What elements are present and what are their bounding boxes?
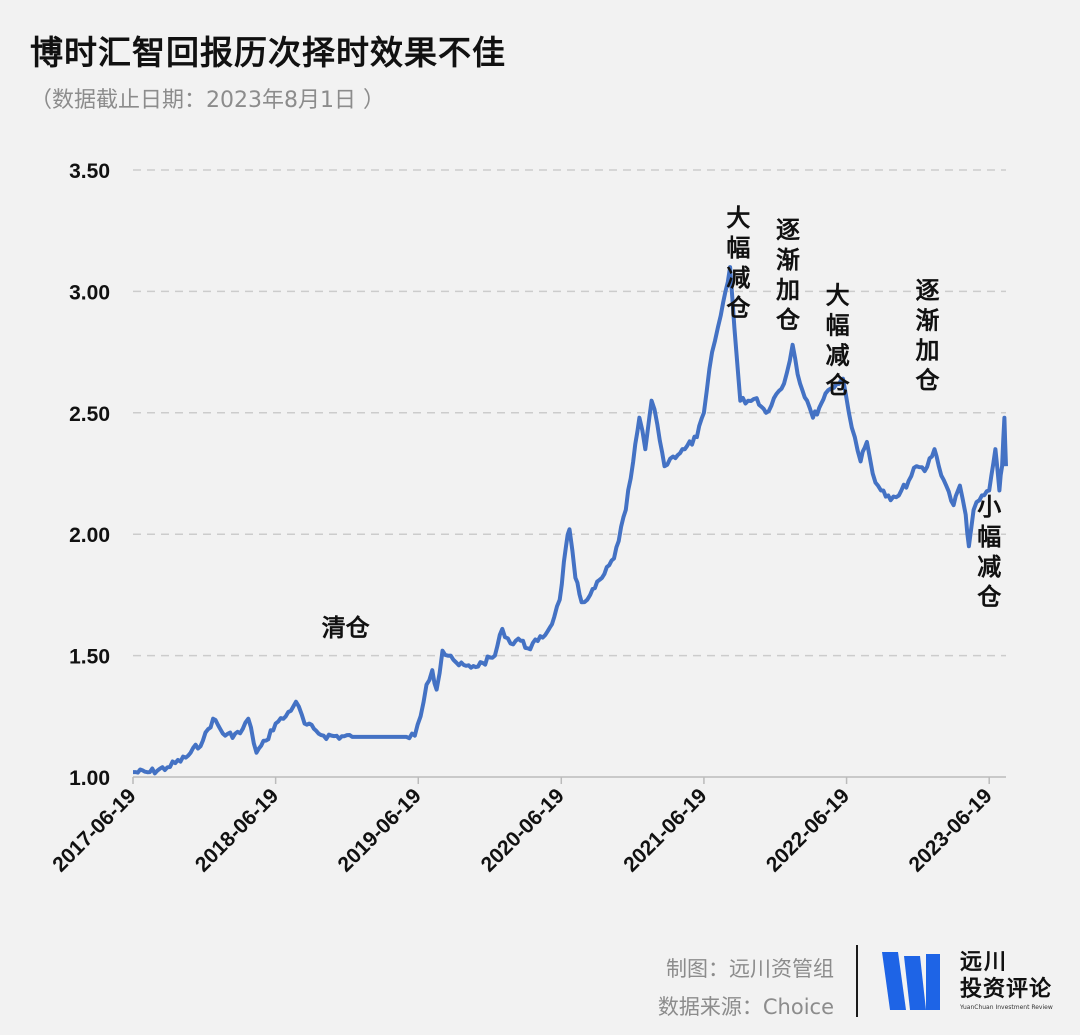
annotation-char: 加 — [915, 337, 939, 365]
annotation-char: 仓 — [775, 306, 801, 334]
logo-line1: 远川 — [960, 950, 1009, 975]
y-tick-label: 1.00 — [69, 767, 110, 790]
logo-bars-icon — [882, 952, 940, 1010]
x-axis-ticks: 2017-06-19 2018-06-19 2019-06-19 2020-06-19… — [48, 777, 997, 876]
y-tick-label: 3.50 — [69, 160, 110, 183]
x-tick-label: 2019-06-19 — [334, 784, 426, 876]
chart-subtitle: （数据截止日期：2023年8月1日 ） — [30, 88, 385, 113]
annotation-char: 仓 — [725, 294, 751, 322]
annotation-char: 仓 — [825, 372, 851, 400]
x-tick-label: 2023-06-19 — [905, 784, 997, 876]
annotation-char: 减 — [977, 553, 1001, 581]
annotation-char: 减 — [726, 264, 750, 292]
footer-divider — [856, 945, 858, 1017]
annotation-char: 仓 — [914, 367, 940, 395]
credit-maker: 制图：远川资管组 — [666, 957, 834, 981]
y-tick-label: 2.50 — [69, 403, 110, 426]
grid-layer — [133, 169, 1006, 657]
annotation-char: 逐 — [915, 277, 939, 305]
x-tick-label: 2021-06-19 — [619, 784, 711, 876]
y-tick-label: 3.00 — [69, 281, 110, 304]
annotation-char: 小 — [977, 493, 1001, 521]
footer-credit: 制图：远川资管组 数据来源：Choice — [658, 950, 834, 1026]
x-tick-label: 2020-06-19 — [477, 784, 569, 876]
x-tick-label: 2018-06-19 — [191, 784, 283, 876]
annotation-char: 减 — [826, 342, 850, 370]
nav-series-line — [133, 265, 1008, 776]
logo-text: 远川 投资评论 YuanChuan Investment Review — [960, 950, 1053, 1012]
annotation-char: 渐 — [776, 246, 800, 274]
x-tick-label: 2017-06-19 — [48, 784, 140, 876]
annotation-char: 加 — [776, 276, 800, 304]
annotation-label: 清仓 — [322, 614, 371, 642]
chart-title: 博时汇智回报历次择时效果不佳 — [30, 33, 506, 72]
logo-line3: YuanChuan Investment Review — [960, 1004, 1053, 1011]
annotation-char: 幅 — [977, 523, 1001, 551]
annotation-char: 大 — [726, 204, 750, 232]
credit-source: 数据来源：Choice — [657, 995, 834, 1019]
annotation-char: 仓 — [976, 583, 1002, 611]
annotation-char: 幅 — [726, 234, 750, 262]
annotation-char: 幅 — [826, 312, 850, 340]
y-tick-label: 1.50 — [69, 646, 110, 669]
annotation-char: 渐 — [915, 307, 939, 335]
y-axis-ticks: 1.00 1.50 2.00 2.50 3.00 3.50 — [69, 160, 110, 790]
y-tick-label: 2.00 — [69, 524, 110, 547]
logo-line2: 投资评论 — [960, 977, 1053, 1002]
annotation-char: 大 — [826, 282, 850, 310]
annotation-char: 逐 — [776, 216, 800, 244]
x-tick-label: 2022-06-19 — [762, 784, 854, 876]
